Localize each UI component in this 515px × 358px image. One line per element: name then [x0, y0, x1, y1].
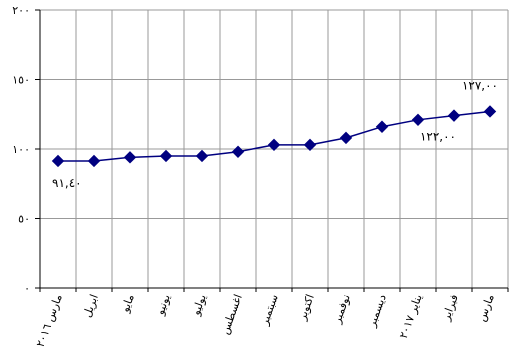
data-label: ١٢٧,٠٠ [462, 78, 498, 92]
y-tick-label: ٢٠٠ [12, 4, 30, 17]
x-tick-label: يوليو [189, 293, 209, 318]
data-point [303, 138, 317, 152]
x-tick-label: اكتوبر [295, 293, 317, 323]
x-axis-ticks: مارس ٢٠١٦ ابريل مايو يونيو يوليو اغسطس سبتمبر ا… [34, 292, 497, 348]
data-point [267, 138, 281, 152]
data-point [375, 120, 389, 133]
grid [40, 9, 509, 288]
y-tick-label: ١٥٠ [12, 74, 30, 87]
data-point [159, 149, 173, 163]
data-label: ١٢٢,٠٠ [420, 130, 456, 144]
data-point [51, 154, 65, 168]
series-group [51, 105, 497, 168]
x-tick-label: ديسمبر [365, 292, 389, 329]
x-tick-label: مارس [475, 292, 497, 323]
x-tick-label: ابريل [81, 293, 101, 320]
axes [35, 9, 509, 292]
data-point [411, 113, 425, 127]
y-tick-label: ١٠٠ [12, 143, 30, 156]
x-tick-label: يونيو [153, 293, 173, 318]
x-tick-label: يناير ٢٠١٧ [397, 293, 425, 341]
annotations: ٩١,٤٠ ١٢٢,٠٠ ١٢٧,٠٠ [52, 78, 498, 189]
y-tick-label: ٥٠ [18, 213, 30, 226]
data-point [483, 105, 497, 118]
x-tick-label: مارس ٢٠١٦ [34, 292, 65, 348]
data-point [339, 131, 353, 145]
x-tick-label: سبتمبر [257, 293, 280, 328]
x-tick-label: فبراير [439, 293, 461, 324]
x-tick-label: اغسطس [218, 293, 244, 337]
data-point [231, 145, 245, 158]
data-point [87, 154, 101, 168]
data-point [195, 149, 209, 163]
y-axis-ticks: ٠ ٥٠ ١٠٠ ١٥٠ ٢٠٠ [12, 4, 30, 295]
data-label: ٩١,٤٠ [52, 176, 82, 190]
y-tick-label: ٠ [24, 282, 30, 295]
data-point [447, 109, 461, 122]
x-tick-label: مايو [118, 292, 137, 314]
x-tick-label: نوفمبر [330, 293, 353, 326]
data-point [123, 151, 137, 164]
